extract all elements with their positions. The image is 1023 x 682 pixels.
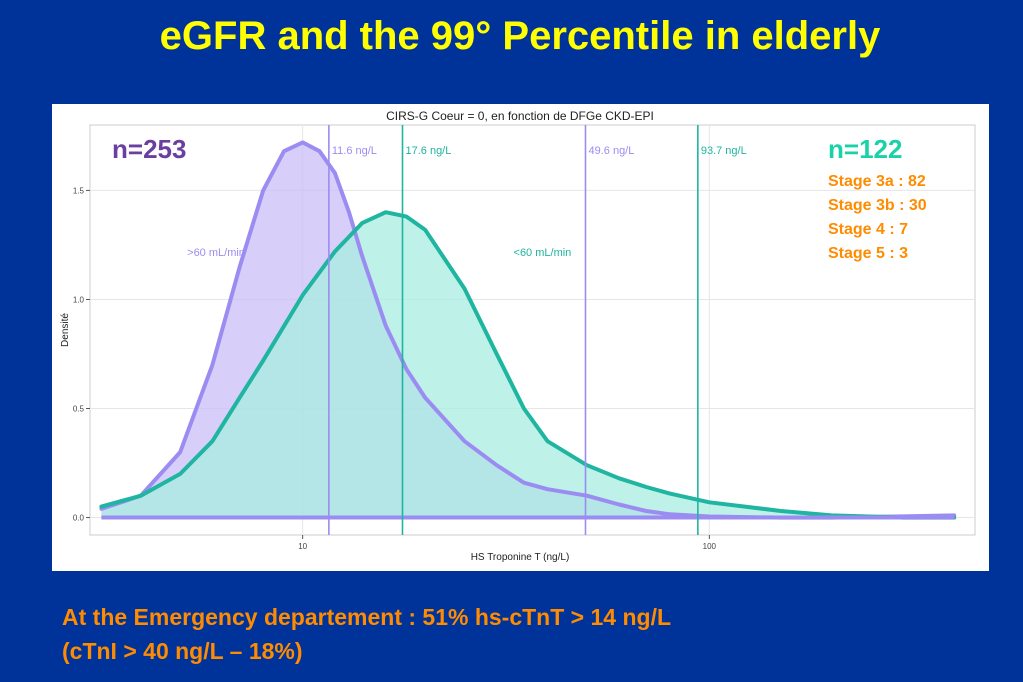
series-line-1 [99,140,957,520]
stage-item: Stage 3a : 82 [828,173,926,190]
threshold-label: 49.6 ng/L [588,145,634,157]
series-layer [99,140,957,520]
stage-item: Stage 5 : 3 [828,245,909,262]
x-tick-label: 100 [703,542,717,551]
slide-title: eGFR and the 99° Percentile in elderly [159,14,881,58]
chart-title: CIRS-G Coeur = 0, en fonction de DFGe CK… [386,109,654,123]
x-tick-label: 10 [298,542,307,551]
threshold-label: 17.6 ng/L [405,145,451,157]
vline-layer: 11.6 ng/L 17.6 ng/L 49.6 ng/L 93.7 ng/L >60 … [187,125,747,535]
axis-layer: 0.0 0.5 1.0 1.5 10 100 [73,186,717,551]
footer-line-2: (cTnI > 40 ng/L – 18%) [62,638,303,664]
threshold-label: 11.6 ng/L [332,145,377,157]
y-tick-label: 0.0 [73,514,85,523]
stage-item: Stage 4 : 7 [828,221,909,238]
density-chart: 11.6 ng/L 17.6 ng/L 49.6 ng/L 93.7 ng/L >60 … [60,109,976,563]
footer-line-1: At the Emergency departement : 51% hs-cT… [62,604,672,630]
series-area-2 [101,212,955,518]
y-tick-label: 1.5 [73,186,85,195]
n-left-count: n=253 [112,134,187,164]
y-tick-label: 0.5 [73,405,85,414]
region-label: <60 mL/min [514,247,572,259]
x-axis-label: HS Troponine T (ng/L) [471,552,570,563]
threshold-label: 93.7 ng/L [701,145,747,157]
stage-list: Stage 3a : 82 Stage 3b : 30 Stage 4 : 7 … [828,170,927,266]
y-tick-label: 1.0 [73,295,85,304]
chart-panel: 11.6 ng/L 17.6 ng/L 49.6 ng/L 93.7 ng/L >60 … [52,104,989,571]
n-right-count: n=122 [828,134,903,164]
footer-note: At the Emergency departement : 51% hs-cT… [62,600,962,668]
series-line-2 [99,210,957,520]
y-axis-label: Densité [60,313,71,347]
stage-item: Stage 3b : 30 [828,197,927,214]
region-label: >60 mL/min [187,247,245,259]
